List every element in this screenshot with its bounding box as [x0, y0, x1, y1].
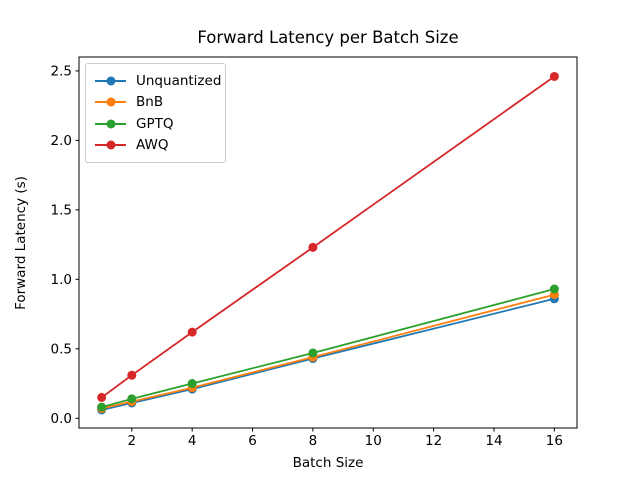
x-tick-label: 14 [485, 433, 502, 449]
axes-spines [78, 56, 578, 429]
legend-label: Unquantized [136, 72, 222, 89]
circle-marker-icon [106, 97, 115, 107]
circle-marker-icon [106, 140, 115, 150]
y-tick-label: 2.5 [51, 63, 72, 79]
legend-line-sample [95, 76, 126, 86]
data-point-awq [127, 370, 137, 380]
x-tick-label: 8 [309, 433, 318, 449]
x-tick-label: 12 [425, 433, 442, 449]
data-point-gptq [308, 348, 318, 358]
y-tick-label: 2.0 [51, 133, 72, 149]
data-point-awq [549, 71, 559, 81]
data-point-awq [187, 327, 197, 337]
legend-item-unquantized: Unquantized [95, 70, 221, 92]
circle-marker-icon [106, 76, 115, 86]
legend-line-sample [95, 140, 126, 150]
y-tick-label: 1.0 [51, 272, 72, 288]
x-tick-label: 16 [546, 433, 563, 449]
legend-label: BnB [136, 94, 164, 111]
data-point-gptq [127, 394, 137, 404]
y-tick-label: 1.5 [51, 202, 72, 218]
data-point-awq [308, 242, 318, 252]
data-point-awq [97, 392, 107, 402]
x-tick-label: 6 [248, 433, 257, 449]
x-tick-label: 4 [188, 433, 197, 449]
x-tick-label: 10 [365, 433, 382, 449]
y-axis-label: Forward Latency (s) [13, 176, 29, 310]
legend-item-gptq: GPTQ [95, 113, 217, 135]
legend-item-bnb: BnB [95, 92, 217, 114]
data-point-gptq [97, 402, 107, 412]
data-point-gptq [549, 284, 559, 294]
legend-label: AWQ [136, 137, 169, 154]
data-point-gptq [187, 379, 197, 389]
circle-marker-icon [106, 119, 115, 129]
legend-line-sample [95, 97, 126, 107]
y-tick-label: 0.0 [51, 411, 72, 427]
legend-item-awq: AWQ [95, 135, 217, 157]
x-axis-label: Batch Size [292, 455, 364, 471]
legend-label: GPTQ [136, 115, 174, 132]
x-tick-label: 2 [128, 433, 137, 449]
chart-title: Forward Latency per Batch Size [197, 28, 459, 47]
y-tick-label: 0.5 [51, 341, 72, 357]
legend: Unquantized BnB GPTQ AWQ [85, 63, 226, 163]
legend-line-sample [95, 119, 126, 129]
